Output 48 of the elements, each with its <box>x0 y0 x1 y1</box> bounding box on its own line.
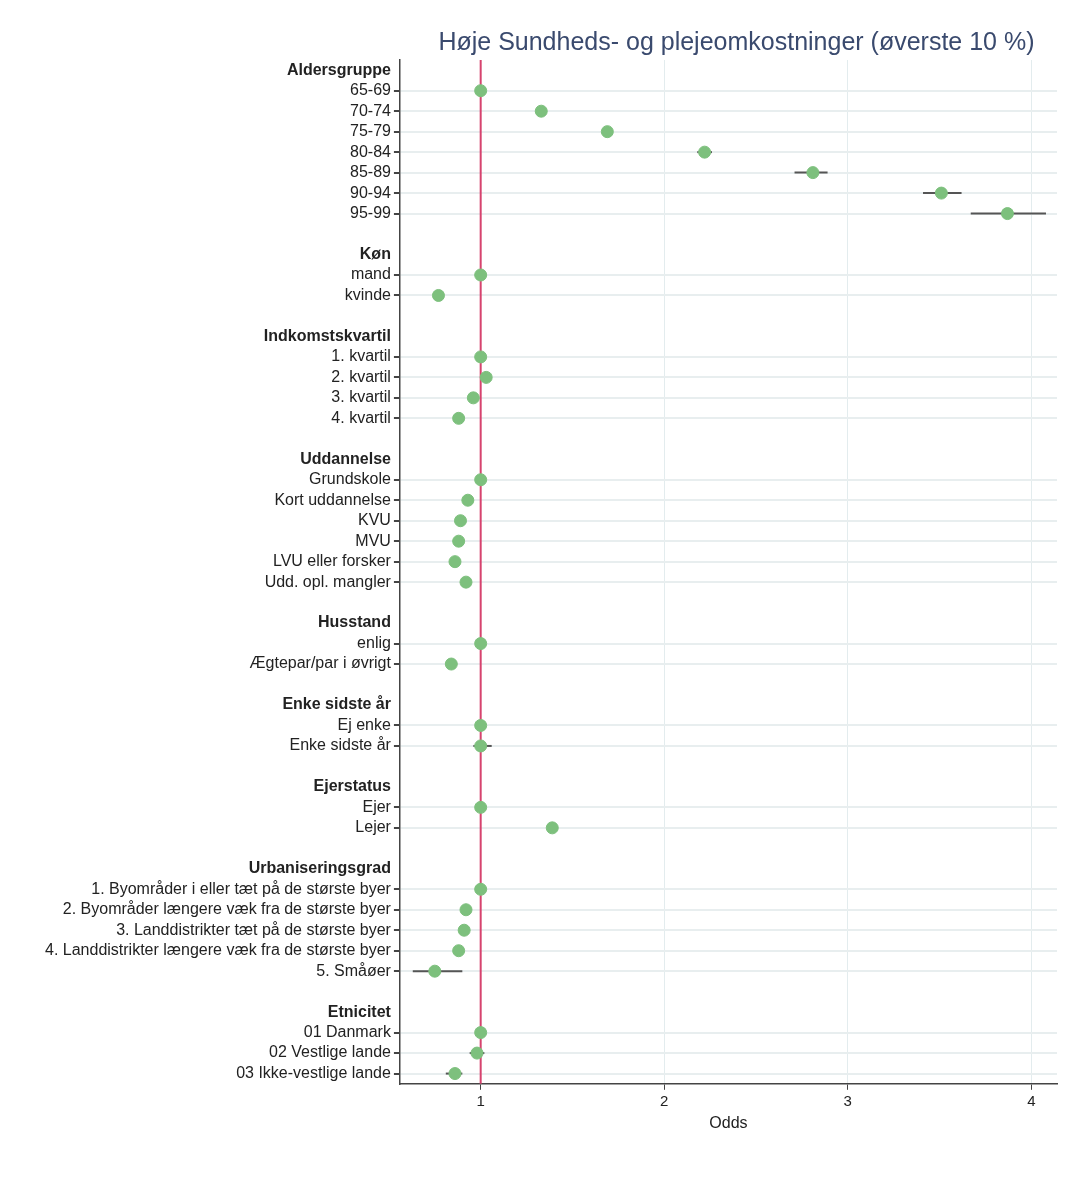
y-tick-label: Ægtepar/par i øvrigt <box>249 654 392 672</box>
y-tick-label: 4. kvartil <box>331 408 391 426</box>
y-tick-label: Udd. opl. mangler <box>264 572 392 590</box>
y-tick-label: Ejer <box>362 797 392 815</box>
y-tick-label: LVU eller forsker <box>272 552 392 570</box>
y-tick-label: Aldersgruppe <box>286 60 392 78</box>
y-tick-label: enlig <box>357 633 391 651</box>
y-tick-label: 01 Danmark <box>303 1023 392 1041</box>
y-tick-label: MVU <box>355 531 391 549</box>
y-tick-label: Indkomstskvartil <box>263 326 391 344</box>
y-tick-label: 70-74 <box>350 101 392 119</box>
y-tick-label: 2. kvartil <box>331 367 391 385</box>
y-tick-label: 65-69 <box>350 81 392 99</box>
x-tick-label: 2 <box>660 1091 669 1109</box>
y-tick-label: Køn <box>359 244 391 262</box>
y-tick-label: 02 Vestlige lande <box>269 1043 392 1061</box>
y-tick-label: Urbaniseringsgrad <box>248 859 391 877</box>
y-tick-label: 3. Landdistrikter tæt på de største byer <box>116 920 392 938</box>
y-tick-label: 85-89 <box>350 163 392 181</box>
y-tick-label: mand <box>350 265 391 283</box>
y-tick-label: Etnicitet <box>327 1002 392 1020</box>
y-tick-label: 90-94 <box>350 183 392 201</box>
y-tick-label: 3. kvartil <box>331 388 391 406</box>
y-tick-label: Grundskole <box>309 470 392 488</box>
y-tick-label: 4. Landdistrikter længere væk fra de største byer <box>45 941 392 959</box>
x-tick-label: 4 <box>1027 1091 1036 1109</box>
y-tick-label: 03 Ikke-vestlige lande <box>236 1063 392 1081</box>
y-tick-label: 5. Småøer <box>316 961 392 979</box>
y-tick-label: Husstand <box>318 613 391 631</box>
x-axis-title: Odds <box>709 1113 748 1131</box>
x-tick-label: 1 <box>476 1091 485 1109</box>
y-tick-label: Ej enke <box>337 715 392 733</box>
y-tick-label: Ejerstatus <box>313 777 392 795</box>
y-tick-label: Uddannelse <box>300 449 392 467</box>
y-tick-label: KVU <box>358 511 391 529</box>
y-tick-label: 75-79 <box>350 122 392 140</box>
y-tick-label: Enke sidste år <box>289 736 392 754</box>
y-tick-label: 2. Byområder længere væk fra de største byer <box>62 900 392 918</box>
x-tick-label: 3 <box>843 1091 852 1109</box>
y-tick-label: 95-99 <box>350 203 392 221</box>
chart-title: Høje Sundheds- og plejeomkostninger (øverste 10 %) <box>438 27 1035 56</box>
y-tick-label: Enke sidste år <box>282 695 391 713</box>
y-tick-label: 1. kvartil <box>331 347 391 365</box>
y-tick-label: Kort uddannelse <box>274 490 392 508</box>
y-tick-label: 80-84 <box>350 142 392 160</box>
y-tick-label: Lejer <box>355 818 392 836</box>
y-tick-label: 1. Byområder i eller tæt på de største byer <box>91 879 392 897</box>
y-tick-label: kvinde <box>344 285 392 303</box>
